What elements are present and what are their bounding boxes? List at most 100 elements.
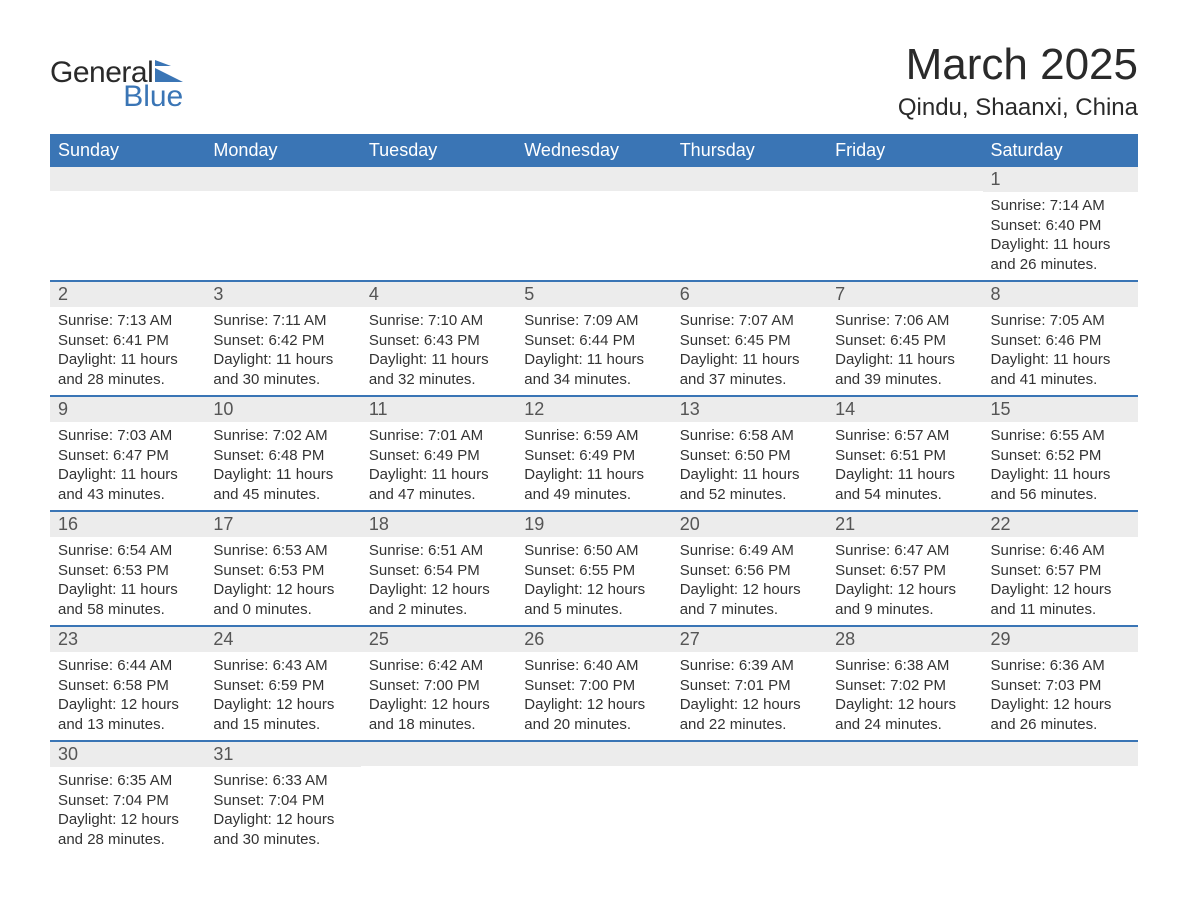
day-data: Sunrise: 7:05 AMSunset: 6:46 PMDaylight:… bbox=[983, 307, 1138, 395]
sunset-text: Sunset: 6:49 PM bbox=[369, 446, 508, 466]
sunrise-text: Sunrise: 6:53 AM bbox=[213, 541, 352, 561]
calendar-day: 20Sunrise: 6:49 AMSunset: 6:56 PMDayligh… bbox=[672, 511, 827, 626]
calendar-day: 23Sunrise: 6:44 AMSunset: 6:58 PMDayligh… bbox=[50, 626, 205, 741]
daylight-text-1: Daylight: 11 hours bbox=[524, 350, 663, 370]
daylight-text-2: and 28 minutes. bbox=[58, 370, 197, 390]
sunset-text: Sunset: 6:45 PM bbox=[680, 331, 819, 351]
sunset-text: Sunset: 6:58 PM bbox=[58, 676, 197, 696]
daylight-text-1: Daylight: 12 hours bbox=[213, 695, 352, 715]
daylight-text-2: and 20 minutes. bbox=[524, 715, 663, 735]
daylight-text-2: and 41 minutes. bbox=[991, 370, 1130, 390]
calendar-day bbox=[983, 741, 1138, 855]
day-data: Sunrise: 7:10 AMSunset: 6:43 PMDaylight:… bbox=[361, 307, 516, 395]
sunrise-text: Sunrise: 6:51 AM bbox=[369, 541, 508, 561]
sunset-text: Sunset: 6:56 PM bbox=[680, 561, 819, 581]
day-number: 18 bbox=[361, 512, 516, 537]
sunrise-text: Sunrise: 6:43 AM bbox=[213, 656, 352, 676]
calendar-week: 2Sunrise: 7:13 AMSunset: 6:41 PMDaylight… bbox=[50, 281, 1138, 396]
sunset-text: Sunset: 7:02 PM bbox=[835, 676, 974, 696]
sunrise-text: Sunrise: 7:06 AM bbox=[835, 311, 974, 331]
sunset-text: Sunset: 6:57 PM bbox=[991, 561, 1130, 581]
daylight-text-1: Daylight: 11 hours bbox=[369, 465, 508, 485]
calendar-day: 18Sunrise: 6:51 AMSunset: 6:54 PMDayligh… bbox=[361, 511, 516, 626]
daylight-text-2: and 54 minutes. bbox=[835, 485, 974, 505]
daylight-text-2: and 32 minutes. bbox=[369, 370, 508, 390]
calendar-day bbox=[827, 741, 982, 855]
calendar-day: 4Sunrise: 7:10 AMSunset: 6:43 PMDaylight… bbox=[361, 281, 516, 396]
day-number: 13 bbox=[672, 397, 827, 422]
day-number: 24 bbox=[205, 627, 360, 652]
calendar-day: 31Sunrise: 6:33 AMSunset: 7:04 PMDayligh… bbox=[205, 741, 360, 855]
empty-day-number bbox=[361, 742, 516, 766]
sunrise-text: Sunrise: 7:11 AM bbox=[213, 311, 352, 331]
empty-day-number bbox=[827, 167, 982, 191]
sunrise-text: Sunrise: 7:02 AM bbox=[213, 426, 352, 446]
calendar-day: 9Sunrise: 7:03 AMSunset: 6:47 PMDaylight… bbox=[50, 396, 205, 511]
day-data: Sunrise: 6:49 AMSunset: 6:56 PMDaylight:… bbox=[672, 537, 827, 625]
empty-day-data bbox=[516, 766, 671, 796]
daylight-text-2: and 5 minutes. bbox=[524, 600, 663, 620]
calendar-week: 16Sunrise: 6:54 AMSunset: 6:53 PMDayligh… bbox=[50, 511, 1138, 626]
day-number: 10 bbox=[205, 397, 360, 422]
sunset-text: Sunset: 6:51 PM bbox=[835, 446, 974, 466]
calendar-day: 10Sunrise: 7:02 AMSunset: 6:48 PMDayligh… bbox=[205, 396, 360, 511]
calendar-day: 21Sunrise: 6:47 AMSunset: 6:57 PMDayligh… bbox=[827, 511, 982, 626]
sunset-text: Sunset: 7:04 PM bbox=[58, 791, 197, 811]
sunset-text: Sunset: 6:53 PM bbox=[58, 561, 197, 581]
calendar-day: 12Sunrise: 6:59 AMSunset: 6:49 PMDayligh… bbox=[516, 396, 671, 511]
page-title: March 2025 bbox=[898, 40, 1138, 90]
daylight-text-2: and 11 minutes. bbox=[991, 600, 1130, 620]
daylight-text-2: and 43 minutes. bbox=[58, 485, 197, 505]
daylight-text-2: and 52 minutes. bbox=[680, 485, 819, 505]
calendar-day: 1Sunrise: 7:14 AMSunset: 6:40 PMDaylight… bbox=[983, 167, 1138, 281]
day-number: 17 bbox=[205, 512, 360, 537]
calendar-day: 7Sunrise: 7:06 AMSunset: 6:45 PMDaylight… bbox=[827, 281, 982, 396]
calendar-day: 25Sunrise: 6:42 AMSunset: 7:00 PMDayligh… bbox=[361, 626, 516, 741]
daylight-text-2: and 49 minutes. bbox=[524, 485, 663, 505]
calendar-day bbox=[827, 167, 982, 281]
daylight-text-1: Daylight: 11 hours bbox=[58, 350, 197, 370]
daylight-text-1: Daylight: 12 hours bbox=[991, 695, 1130, 715]
daylight-text-1: Daylight: 12 hours bbox=[213, 810, 352, 830]
day-data: Sunrise: 7:07 AMSunset: 6:45 PMDaylight:… bbox=[672, 307, 827, 395]
day-data: Sunrise: 6:43 AMSunset: 6:59 PMDaylight:… bbox=[205, 652, 360, 740]
daylight-text-2: and 47 minutes. bbox=[369, 485, 508, 505]
sunrise-text: Sunrise: 7:13 AM bbox=[58, 311, 197, 331]
calendar-day: 13Sunrise: 6:58 AMSunset: 6:50 PMDayligh… bbox=[672, 396, 827, 511]
daylight-text-2: and 15 minutes. bbox=[213, 715, 352, 735]
sunrise-text: Sunrise: 6:54 AM bbox=[58, 541, 197, 561]
calendar-day: 30Sunrise: 6:35 AMSunset: 7:04 PMDayligh… bbox=[50, 741, 205, 855]
calendar-day: 6Sunrise: 7:07 AMSunset: 6:45 PMDaylight… bbox=[672, 281, 827, 396]
daylight-text-1: Daylight: 11 hours bbox=[213, 350, 352, 370]
calendar-week: 23Sunrise: 6:44 AMSunset: 6:58 PMDayligh… bbox=[50, 626, 1138, 741]
day-number: 25 bbox=[361, 627, 516, 652]
day-data: Sunrise: 6:38 AMSunset: 7:02 PMDaylight:… bbox=[827, 652, 982, 740]
calendar-day: 3Sunrise: 7:11 AMSunset: 6:42 PMDaylight… bbox=[205, 281, 360, 396]
daylight-text-2: and 58 minutes. bbox=[58, 600, 197, 620]
sunset-text: Sunset: 6:50 PM bbox=[680, 446, 819, 466]
day-number: 26 bbox=[516, 627, 671, 652]
day-number: 20 bbox=[672, 512, 827, 537]
day-data: Sunrise: 7:11 AMSunset: 6:42 PMDaylight:… bbox=[205, 307, 360, 395]
calendar-day bbox=[361, 741, 516, 855]
empty-day-data bbox=[516, 191, 671, 221]
daylight-text-1: Daylight: 11 hours bbox=[369, 350, 508, 370]
daylight-text-1: Daylight: 11 hours bbox=[991, 235, 1130, 255]
daylight-text-1: Daylight: 12 hours bbox=[524, 580, 663, 600]
daylight-text-2: and 30 minutes. bbox=[213, 370, 352, 390]
day-data: Sunrise: 6:46 AMSunset: 6:57 PMDaylight:… bbox=[983, 537, 1138, 625]
empty-day-data bbox=[672, 766, 827, 796]
sunrise-text: Sunrise: 7:01 AM bbox=[369, 426, 508, 446]
calendar-week: 30Sunrise: 6:35 AMSunset: 7:04 PMDayligh… bbox=[50, 741, 1138, 855]
day-header-row: Sunday Monday Tuesday Wednesday Thursday… bbox=[50, 134, 1138, 167]
daylight-text-2: and 30 minutes. bbox=[213, 830, 352, 850]
calendar-day: 8Sunrise: 7:05 AMSunset: 6:46 PMDaylight… bbox=[983, 281, 1138, 396]
day-header: Saturday bbox=[983, 134, 1138, 167]
day-data: Sunrise: 6:44 AMSunset: 6:58 PMDaylight:… bbox=[50, 652, 205, 740]
sunrise-text: Sunrise: 7:14 AM bbox=[991, 196, 1130, 216]
sunrise-text: Sunrise: 6:58 AM bbox=[680, 426, 819, 446]
day-number: 29 bbox=[983, 627, 1138, 652]
sunset-text: Sunset: 6:59 PM bbox=[213, 676, 352, 696]
daylight-text-2: and 45 minutes. bbox=[213, 485, 352, 505]
daylight-text-1: Daylight: 12 hours bbox=[991, 580, 1130, 600]
